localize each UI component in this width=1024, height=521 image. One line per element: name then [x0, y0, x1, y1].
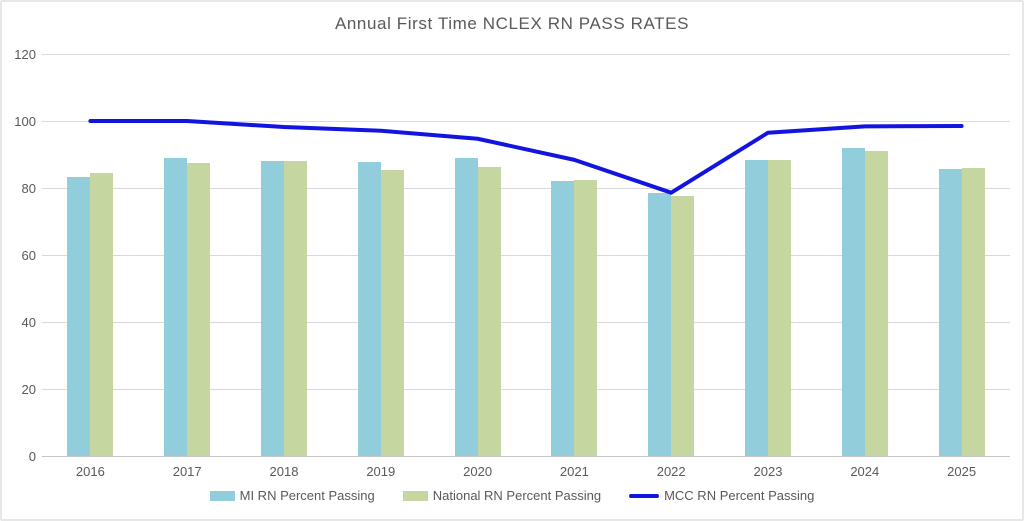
- mcc-rn-legend-line-marker: [629, 493, 660, 498]
- mcc-rn-legend-label: MCC RN Percent Passing: [664, 488, 815, 503]
- x-tick-label: 2022: [656, 464, 686, 479]
- y-tick-label: 100: [14, 114, 36, 129]
- chart-title: Annual First Time NCLEX RN PASS RATES: [334, 14, 690, 33]
- bar-national-2025: [961, 167, 985, 456]
- legend-item-mcc-rn: MCC RN Percent Passing: [629, 488, 814, 503]
- y-tick-label: 0: [28, 449, 36, 464]
- mi-rn-legend-swatch: [209, 490, 235, 501]
- y-tick-label: 40: [21, 315, 36, 330]
- bar-national-2021: [574, 179, 598, 456]
- bar-national-2017: [187, 162, 211, 456]
- bar-mi-2024: [841, 147, 865, 456]
- bar-national-2018: [284, 160, 307, 456]
- gridline: [42, 121, 1010, 122]
- x-tick-label: 2021: [559, 464, 589, 479]
- x-tick-label: 2016: [75, 464, 105, 479]
- gridline: [42, 255, 1010, 256]
- x-tick-label: 2024: [850, 464, 880, 479]
- gridline: [42, 389, 1010, 390]
- bar-national-2019: [380, 170, 404, 456]
- gridline: [42, 54, 1010, 55]
- bar-national-2024: [864, 151, 888, 456]
- bar-national-2022: [671, 196, 695, 456]
- y-tick-label: 60: [21, 248, 36, 263]
- bar-mi-2019: [357, 161, 381, 456]
- bar-national-2023: [768, 159, 791, 456]
- x-tick-label: 2023: [753, 464, 783, 479]
- x-tick-label: 2018: [269, 464, 299, 479]
- bar-mi-2023: [745, 160, 768, 456]
- y-tick-label: 20: [21, 382, 36, 397]
- mcc-rn-line-series: [88, 119, 964, 195]
- x-tick-label: 2019: [366, 464, 396, 479]
- chart-legend: MI RN Percent Passing National RN Percen…: [2, 488, 1022, 503]
- bar-mi-2018: [261, 161, 284, 456]
- bar-mi-2021: [551, 180, 575, 456]
- legend-item-national-rn: National RN Percent Passing: [402, 488, 602, 503]
- legend-item-mi-rn: MI RN Percent Passing: [209, 488, 375, 503]
- bar-mi-2017: [164, 158, 188, 456]
- gridline: [42, 322, 1010, 323]
- x-axis-line: [42, 456, 1010, 457]
- bar-mi-2020: [454, 158, 478, 456]
- national-rn-legend-label: National RN Percent Passing: [432, 488, 602, 503]
- national-rn-legend-swatch: [402, 490, 428, 501]
- x-tick-label: 2017: [172, 464, 202, 479]
- mi-rn-legend-label: MI RN Percent Passing: [239, 488, 375, 503]
- bar-mi-2025: [938, 168, 962, 456]
- x-tick-label: 2025: [947, 464, 977, 479]
- y-tick-label: 120: [14, 47, 36, 62]
- y-tick-label: 80: [21, 181, 36, 196]
- x-tick-label: 2020: [463, 464, 493, 479]
- bar-mi-2022: [648, 193, 672, 456]
- bar-national-2020: [477, 166, 501, 456]
- bar-national-2016: [90, 172, 114, 456]
- bar-mi-2016: [67, 176, 91, 456]
